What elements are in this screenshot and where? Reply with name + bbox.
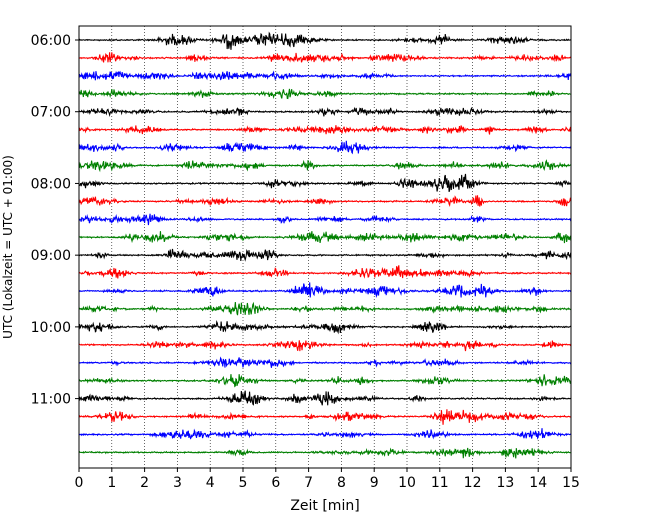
seismic-trace: [78, 356, 572, 368]
seismic-trace: [78, 173, 572, 193]
seismic-trace: [79, 52, 572, 63]
x-tick-label: 15: [562, 475, 580, 491]
seismic-trace: [78, 248, 572, 262]
x-tick-label: 10: [398, 475, 416, 491]
x-tick-label: 6: [271, 475, 280, 491]
seismic-trace: [78, 125, 572, 135]
seismic-trace: [78, 265, 572, 279]
y-tick-label: 11:00: [31, 392, 71, 408]
x-tick-label: 13: [496, 475, 514, 491]
x-tick-label: 5: [239, 475, 248, 491]
y-tick-label: 09:00: [31, 248, 71, 264]
x-tick-label: 8: [337, 475, 346, 491]
x-tick-label: 12: [464, 475, 482, 491]
seismic-trace: [78, 106, 572, 118]
tick-layer: 0 1 2 3 4 5 6 7 8 9 10 11 12 13 14 1506:0007:0008:0009:…: [31, 33, 580, 491]
seismic-trace: [79, 428, 572, 440]
seismic-trace: [78, 213, 572, 226]
seismic-trace: [78, 390, 572, 406]
y-tick-label: 06:00: [31, 33, 71, 49]
seismic-trace: [78, 301, 572, 316]
seismic-trace: [78, 282, 572, 299]
x-tick-label: 14: [529, 475, 547, 491]
x-tick-label: 7: [304, 475, 313, 491]
y-tick-label: 07:00: [31, 105, 71, 121]
x-axis-label: Zeit [min]: [290, 498, 359, 514]
plot-frame: [78, 25, 572, 469]
y-tick-label: 08:00: [31, 176, 71, 192]
seismic-trace: [78, 70, 572, 81]
seismic-trace: [78, 409, 572, 425]
x-tick-label: 3: [173, 475, 182, 491]
seismic-trace: [78, 159, 572, 173]
seismic-trace: [78, 140, 572, 155]
seismic-trace: [78, 319, 572, 335]
trace-layer: [78, 31, 572, 459]
x-tick-label: 2: [140, 475, 149, 491]
seismic-trace: [78, 195, 572, 208]
x-tick-label: 0: [75, 475, 84, 491]
x-tick-label: 4: [206, 475, 215, 491]
x-tick-label: 9: [370, 475, 379, 491]
seismic-trace: [78, 374, 572, 388]
x-tick-label: 1: [107, 475, 116, 491]
y-axis-label: UTC (Lokalzeit = UTC + 01:00): [1, 155, 15, 339]
seismic-trace: [78, 447, 572, 459]
x-tick-label: 11: [431, 475, 449, 491]
y-tick-label: 10:00: [31, 320, 71, 336]
seismic-trace: [78, 339, 572, 352]
seismic-trace: [78, 88, 571, 100]
seismic-trace: [78, 31, 572, 50]
seismic-trace: [78, 231, 572, 244]
